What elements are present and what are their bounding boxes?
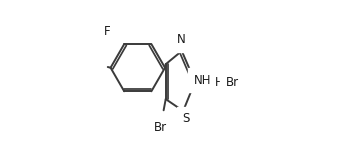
Text: Br: Br [225,76,239,89]
Text: S: S [182,112,190,125]
Text: N: N [177,33,185,46]
Text: F: F [104,25,110,38]
Text: H: H [215,76,224,89]
Text: NH₂: NH₂ [194,74,216,87]
Text: Br: Br [153,121,167,134]
